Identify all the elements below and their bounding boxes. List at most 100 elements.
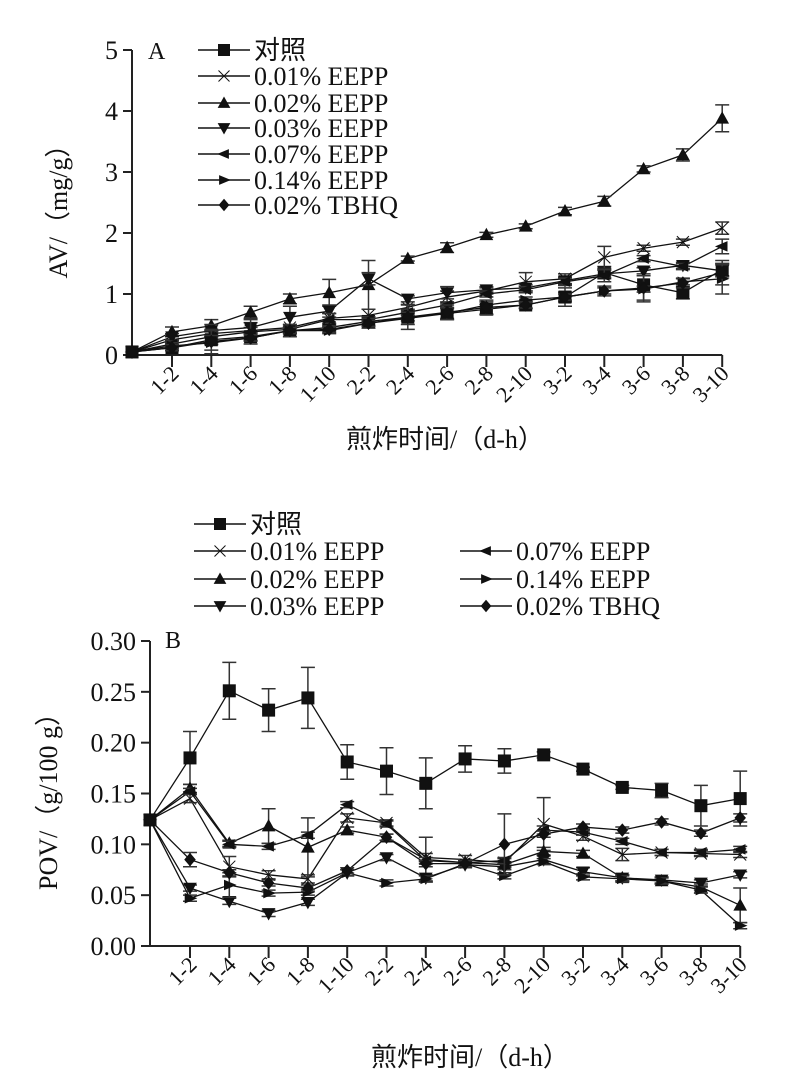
- data-point: [537, 827, 550, 841]
- chart-a-x-tick-labels: 1-2 1-4 1-6 1-81-10 2-2 2-4 2-6 2-82-10 3-2 3-4 3-…: [145, 361, 734, 407]
- legend-marker-icon: [481, 574, 493, 584]
- data-point: [322, 285, 337, 299]
- series-对照: [143, 661, 748, 827]
- data-point: [518, 284, 531, 295]
- data-point: [301, 840, 315, 853]
- legend-label: 0.07% EEPP: [516, 537, 650, 566]
- chart-a-x-axis-title: 煎炸时间/（d-h）: [346, 425, 544, 454]
- data-point: [656, 875, 669, 887]
- data-point: [733, 792, 747, 806]
- legend-item-0-14-eepp: 0.14% EEPP: [198, 166, 388, 195]
- data-point: [224, 879, 237, 891]
- data-point: [165, 331, 179, 344]
- data-point: [615, 780, 629, 794]
- data-point: [537, 748, 551, 762]
- y-tick-label: 0.00: [91, 932, 137, 961]
- legend-label: 0.02% EEPP: [250, 565, 384, 594]
- data-point: [380, 764, 393, 778]
- x-tick-label: 2-6: [420, 361, 458, 399]
- y-tick-label: 0: [105, 341, 118, 370]
- legend-item-0-03-eepp: 0.03% EEPP: [194, 592, 384, 621]
- series-0-02-tbhq: [144, 811, 748, 895]
- data-point: [166, 340, 178, 355]
- x-tick-label: 3-2: [538, 361, 576, 399]
- legend-label: 0.01% EEPP: [250, 537, 384, 566]
- data-point: [597, 270, 610, 281]
- data-point: [184, 852, 196, 867]
- data-point: [695, 884, 709, 896]
- data-point: [497, 754, 511, 768]
- series-0-02-eepp: [125, 104, 730, 358]
- data-point: [243, 305, 258, 318]
- legend-item-0-07-eepp: 0.07% EEPP: [198, 140, 388, 169]
- data-point: [361, 273, 376, 286]
- data-point: [283, 291, 297, 305]
- data-point: [301, 872, 315, 886]
- series-对照: [125, 262, 730, 359]
- data-point: [302, 881, 314, 895]
- data-point: [559, 290, 571, 304]
- legend-marker-icon: [218, 70, 230, 82]
- x-tick-label: 1-2: [145, 361, 183, 399]
- data-point: [519, 298, 532, 312]
- data-point: [714, 241, 728, 252]
- data-point: [322, 305, 337, 319]
- data-point: [576, 866, 590, 879]
- data-point: [636, 265, 651, 278]
- legend-label: 0.02% EEPP: [254, 89, 388, 118]
- data-point: [379, 852, 394, 865]
- legend-item-对照: 对照: [194, 510, 302, 539]
- data-point: [558, 204, 572, 217]
- chart-a-series: [124, 104, 730, 359]
- data-point: [458, 752, 472, 766]
- chart-b-panel-label: B: [165, 628, 181, 654]
- series-line: [149, 817, 741, 889]
- data-point: [321, 314, 335, 325]
- series-line: [131, 245, 723, 353]
- data-point: [339, 799, 353, 810]
- x-tick-label: 2-10: [509, 952, 555, 998]
- data-point: [184, 892, 198, 904]
- legend-label: 0.01% EEPP: [254, 62, 388, 91]
- legend-item-对照: 对照: [198, 36, 306, 65]
- y-tick-label: 0.20: [91, 729, 137, 758]
- x-tick-label: 2-10: [491, 361, 537, 407]
- legend-item-0-02-tbhq: 0.02% TBHQ: [198, 191, 398, 220]
- legend-label: 0.07% EEPP: [254, 140, 388, 169]
- data-point: [300, 829, 314, 841]
- data-point: [420, 873, 434, 885]
- data-point: [183, 882, 197, 896]
- data-point: [223, 866, 236, 880]
- series-line: [131, 227, 723, 353]
- data-point: [440, 287, 454, 300]
- data-point: [616, 823, 629, 837]
- legend-marker-icon: [218, 198, 230, 212]
- legend-marker-icon: [213, 572, 227, 584]
- data-point: [381, 877, 394, 889]
- data-point: [733, 898, 748, 911]
- x-tick-label: 2-6: [438, 952, 476, 990]
- legend-marker-icon: [218, 44, 230, 56]
- x-tick-label: 1-4: [202, 952, 240, 990]
- series-0-07-eepp: [142, 786, 748, 868]
- data-point: [577, 820, 589, 834]
- chart-b: B POV/（g/100 g） 煎炸时间/（d-h） 0.000.050.100…: [34, 510, 752, 1072]
- legend-marker-icon: [214, 518, 226, 530]
- data-point: [301, 896, 315, 910]
- legend-marker-icon: [480, 599, 492, 613]
- legend-item-0-01-eepp: 0.01% EEPP: [194, 537, 384, 566]
- data-point: [283, 311, 297, 325]
- x-tick-label: 3-2: [556, 952, 594, 990]
- data-point: [400, 293, 415, 306]
- legend-item-0-14-eepp: 0.14% EEPP: [460, 565, 650, 594]
- legend-label: 0.03% EEPP: [250, 592, 384, 621]
- data-point: [655, 783, 669, 797]
- data-point: [419, 776, 433, 790]
- chart-a-panel-label: A: [148, 39, 166, 65]
- legend-marker-icon: [219, 175, 231, 185]
- data-point: [597, 194, 612, 207]
- data-point: [615, 848, 629, 861]
- legend-label: 0.02% TBHQ: [254, 191, 398, 220]
